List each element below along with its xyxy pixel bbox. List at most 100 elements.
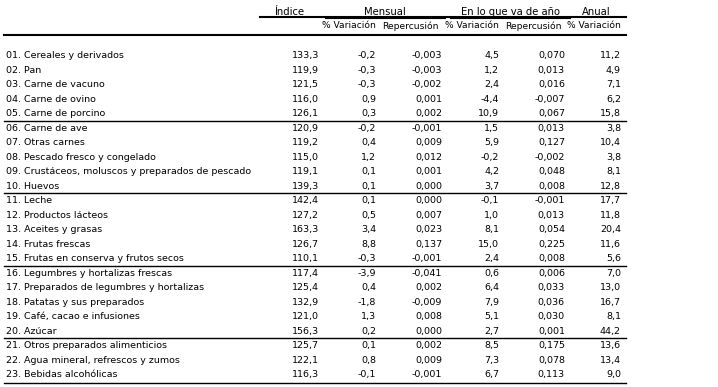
Text: 0,009: 0,009	[415, 139, 442, 147]
Text: -0,2: -0,2	[358, 51, 376, 60]
Text: 5,6: 5,6	[606, 255, 621, 264]
Text: 10. Huevos: 10. Huevos	[6, 182, 60, 191]
Text: 1,0: 1,0	[484, 211, 499, 220]
Text: 120,9: 120,9	[292, 124, 319, 133]
Text: 115,0: 115,0	[292, 153, 319, 162]
Text: 6,4: 6,4	[484, 283, 499, 293]
Text: -0,001: -0,001	[411, 370, 442, 380]
Text: -0,009: -0,009	[411, 298, 442, 307]
Text: % Variación: % Variación	[567, 22, 621, 31]
Text: 0,113: 0,113	[538, 370, 565, 380]
Text: 11. Leche: 11. Leche	[6, 197, 52, 205]
Text: 0,002: 0,002	[415, 110, 442, 118]
Text: 13,6: 13,6	[600, 341, 621, 351]
Text: 0,067: 0,067	[538, 110, 565, 118]
Text: 8,1: 8,1	[606, 168, 621, 176]
Text: 0,002: 0,002	[415, 283, 442, 293]
Text: 0,1: 0,1	[361, 197, 376, 205]
Text: 15,8: 15,8	[600, 110, 621, 118]
Text: 125,4: 125,4	[292, 283, 319, 293]
Text: 156,3: 156,3	[292, 327, 319, 336]
Text: 121,5: 121,5	[292, 80, 319, 89]
Text: 0,1: 0,1	[361, 182, 376, 191]
Text: 11,2: 11,2	[600, 51, 621, 60]
Text: 142,4: 142,4	[292, 197, 319, 205]
Text: 0,008: 0,008	[538, 255, 565, 264]
Text: 12. Productos lácteos: 12. Productos lácteos	[6, 211, 108, 220]
Text: 15,0: 15,0	[478, 240, 499, 249]
Text: -0,001: -0,001	[411, 124, 442, 133]
Text: 127,2: 127,2	[292, 211, 319, 220]
Text: 0,036: 0,036	[538, 298, 565, 307]
Text: 7,3: 7,3	[484, 356, 499, 365]
Text: 0,000: 0,000	[415, 197, 442, 205]
Text: -0,002: -0,002	[535, 153, 565, 162]
Text: 0,054: 0,054	[538, 226, 565, 235]
Text: 0,8: 0,8	[361, 356, 376, 365]
Text: 2,4: 2,4	[484, 80, 499, 89]
Text: 0,078: 0,078	[538, 356, 565, 365]
Text: 4,2: 4,2	[484, 168, 499, 176]
Text: 11,6: 11,6	[600, 240, 621, 249]
Text: 121,0: 121,0	[292, 312, 319, 322]
Text: 117,4: 117,4	[292, 269, 319, 278]
Text: 17,7: 17,7	[600, 197, 621, 205]
Text: -0,001: -0,001	[535, 197, 565, 205]
Text: -0,3: -0,3	[358, 80, 376, 89]
Text: 0,008: 0,008	[538, 182, 565, 191]
Text: 13,4: 13,4	[600, 356, 621, 365]
Text: 3,7: 3,7	[484, 182, 499, 191]
Text: 0,127: 0,127	[538, 139, 565, 147]
Text: 0,2: 0,2	[361, 327, 376, 336]
Text: 0,001: 0,001	[415, 168, 442, 176]
Text: 2,7: 2,7	[484, 327, 499, 336]
Text: 03. Carne de vacuno: 03. Carne de vacuno	[6, 80, 105, 89]
Text: 1,5: 1,5	[484, 124, 499, 133]
Text: 0,007: 0,007	[415, 211, 442, 220]
Text: 0,013: 0,013	[538, 211, 565, 220]
Text: 0,4: 0,4	[361, 139, 376, 147]
Text: 133,3: 133,3	[292, 51, 319, 60]
Text: 0,137: 0,137	[415, 240, 442, 249]
Text: 4,9: 4,9	[606, 66, 621, 75]
Text: 0,001: 0,001	[415, 95, 442, 104]
Text: 6,7: 6,7	[484, 370, 499, 380]
Text: -0,002: -0,002	[411, 80, 442, 89]
Text: 0,225: 0,225	[538, 240, 565, 249]
Text: 119,1: 119,1	[292, 168, 319, 176]
Text: -0,003: -0,003	[411, 51, 442, 60]
Text: 17. Preparados de legumbres y hortalizas: 17. Preparados de legumbres y hortalizas	[6, 283, 204, 293]
Text: 139,3: 139,3	[292, 182, 319, 191]
Text: -1,8: -1,8	[358, 298, 376, 307]
Text: 13. Aceites y grasas: 13. Aceites y grasas	[6, 226, 102, 235]
Text: -0,007: -0,007	[535, 95, 565, 104]
Text: 2,4: 2,4	[484, 255, 499, 264]
Text: 0,6: 0,6	[484, 269, 499, 278]
Text: -0,2: -0,2	[480, 153, 499, 162]
Text: 11,8: 11,8	[600, 211, 621, 220]
Text: Anual: Anual	[582, 7, 610, 17]
Text: 0,1: 0,1	[361, 341, 376, 351]
Text: 3,8: 3,8	[606, 124, 621, 133]
Text: 10,9: 10,9	[478, 110, 499, 118]
Text: 15. Frutas en conserva y frutos secos: 15. Frutas en conserva y frutos secos	[6, 255, 184, 264]
Text: 132,9: 132,9	[292, 298, 319, 307]
Text: 19. Café, cacao e infusiones: 19. Café, cacao e infusiones	[6, 312, 140, 322]
Text: 3,8: 3,8	[606, 153, 621, 162]
Text: 05. Carne de porcino: 05. Carne de porcino	[6, 110, 106, 118]
Text: 0,016: 0,016	[538, 80, 565, 89]
Text: En lo que va de año: En lo que va de año	[460, 7, 559, 17]
Text: 07. Otras carnes: 07. Otras carnes	[6, 139, 85, 147]
Text: 0,033: 0,033	[538, 283, 565, 293]
Text: 14. Frutas frescas: 14. Frutas frescas	[6, 240, 90, 249]
Text: -0,3: -0,3	[358, 66, 376, 75]
Text: Repercusión: Repercusión	[505, 21, 561, 31]
Text: 06. Carne de ave: 06. Carne de ave	[6, 124, 88, 133]
Text: 7,0: 7,0	[606, 269, 621, 278]
Text: Índice: Índice	[274, 7, 304, 17]
Text: 0,175: 0,175	[538, 341, 565, 351]
Text: 0,000: 0,000	[415, 327, 442, 336]
Text: 23. Bebidas alcohólicas: 23. Bebidas alcohólicas	[6, 370, 118, 380]
Text: -0,2: -0,2	[358, 124, 376, 133]
Text: 12,8: 12,8	[600, 182, 621, 191]
